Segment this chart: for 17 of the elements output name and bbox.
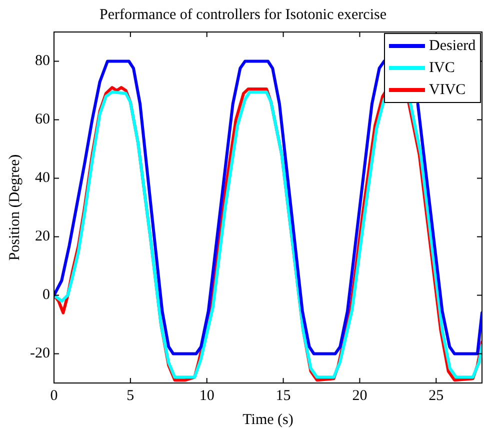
legend-label: Desierd <box>429 37 476 56</box>
y-tick-label: -20 <box>30 346 50 362</box>
legend-label: IVC <box>429 59 455 78</box>
x-tick-label: 10 <box>199 388 214 404</box>
chart-title: Performance of controllers for Isotonic exercise <box>100 6 387 23</box>
y-tick-label: 80 <box>34 53 50 70</box>
y-tick-label: 0 <box>42 287 50 304</box>
y-tick-label: 20 <box>34 228 50 245</box>
x-tick-label: 20 <box>352 388 368 404</box>
x-axis-title: Time (s) <box>242 412 294 428</box>
legend-label: VIVC <box>429 81 466 100</box>
y-tick-label: 40 <box>34 170 50 186</box>
x-tick-label: 25 <box>428 388 444 404</box>
y-tick-label: 60 <box>34 112 50 128</box>
x-tick-label: 15 <box>276 388 291 404</box>
x-tick-label: 5 <box>126 388 134 404</box>
y-axis-title: Position (Degree) <box>6 154 23 261</box>
